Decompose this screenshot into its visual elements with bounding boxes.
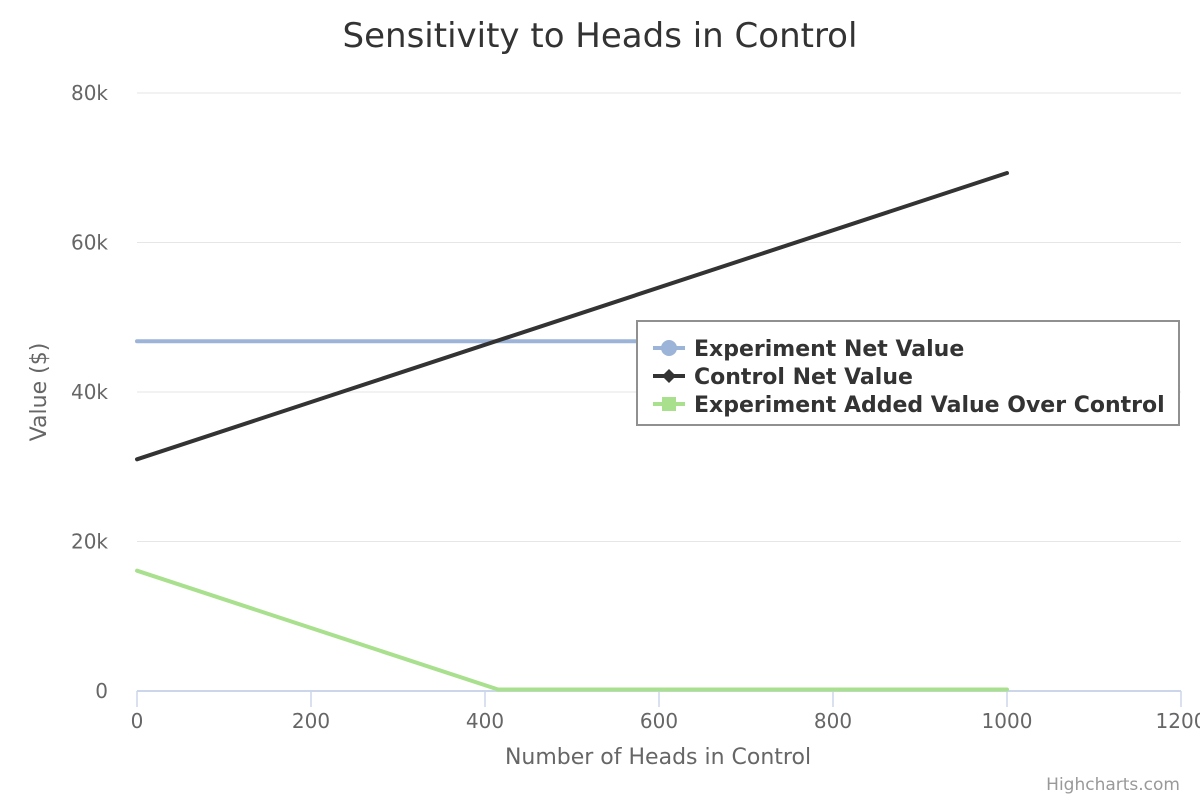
diamond-marker xyxy=(662,369,676,383)
legend-item[interactable]: Control Net Value xyxy=(653,365,913,390)
x-tick-label: 1200 xyxy=(1156,709,1200,733)
y-axis-title: Value ($) xyxy=(27,343,52,442)
credits-link[interactable]: Highcharts.com xyxy=(1046,775,1180,795)
legend-label: Experiment Net Value xyxy=(694,337,964,362)
x-tick-label: 0 xyxy=(131,709,144,733)
x-tick-label: 200 xyxy=(292,709,330,733)
y-tick-label: 60k xyxy=(71,231,108,255)
x-tick-label: 600 xyxy=(640,709,678,733)
grid-lines xyxy=(137,92,1181,542)
legend-item[interactable]: Experiment Net Value xyxy=(653,337,964,362)
legend-box xyxy=(636,320,1180,426)
y-tick-label: 80k xyxy=(71,81,108,105)
x-tick-label: 1000 xyxy=(982,709,1033,733)
chart-title: Sensitivity to Heads in Control xyxy=(343,16,858,56)
legend: Experiment Net Value Control Net Value Exp… xyxy=(636,320,1180,426)
series-group xyxy=(135,171,1009,692)
x-tick-label: 400 xyxy=(466,709,504,733)
x-tick-label: 800 xyxy=(814,709,852,733)
y-tick-label: 20k xyxy=(71,530,108,554)
y-tick-label: 0 xyxy=(95,679,108,703)
circle-marker xyxy=(661,340,677,356)
legend-item[interactable]: Experiment Added Value Over Control xyxy=(653,393,1165,418)
series-line-control-net-value[interactable] xyxy=(135,171,1009,462)
legend-label: Experiment Added Value Over Control xyxy=(694,393,1165,418)
legend-label: Control Net Value xyxy=(694,365,913,390)
x-axis-title: Number of Heads in Control xyxy=(505,745,811,770)
series-line-experiment-added-value-over-control[interactable] xyxy=(135,568,1009,692)
square-marker xyxy=(662,397,676,411)
y-tick-label: 40k xyxy=(71,380,108,404)
